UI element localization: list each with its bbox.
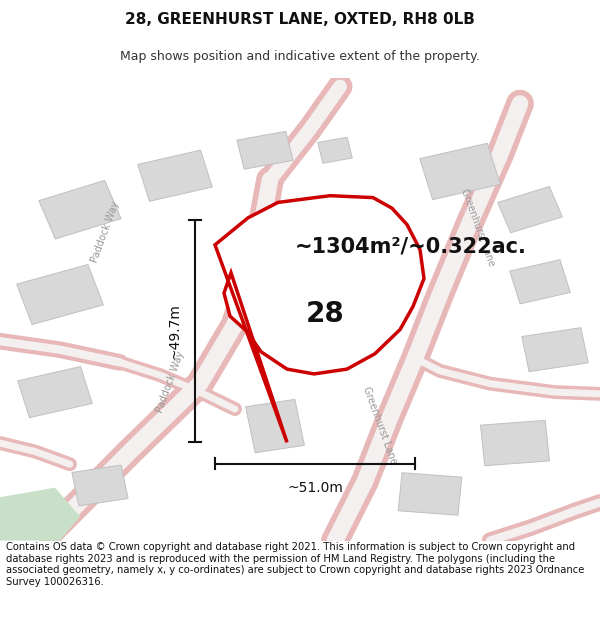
Polygon shape xyxy=(398,472,462,515)
Polygon shape xyxy=(278,242,342,329)
Polygon shape xyxy=(0,488,80,541)
Text: 28, GREENHURST LANE, OXTED, RH8 0LB: 28, GREENHURST LANE, OXTED, RH8 0LB xyxy=(125,12,475,27)
Polygon shape xyxy=(72,465,128,506)
Text: 28: 28 xyxy=(305,300,344,328)
Text: ~49.7m: ~49.7m xyxy=(168,303,182,359)
Polygon shape xyxy=(215,196,424,442)
Polygon shape xyxy=(481,421,550,466)
Polygon shape xyxy=(318,138,352,163)
Text: Paddock Way: Paddock Way xyxy=(89,200,121,264)
Text: ~1304m²/~0.322ac.: ~1304m²/~0.322ac. xyxy=(295,237,527,257)
Text: Paddock Way: Paddock Way xyxy=(154,349,186,414)
Polygon shape xyxy=(245,399,304,452)
Polygon shape xyxy=(138,150,212,201)
Text: Map shows position and indicative extent of the property.: Map shows position and indicative extent… xyxy=(120,50,480,62)
Polygon shape xyxy=(420,143,500,199)
Text: Greenhurst Lane: Greenhurst Lane xyxy=(361,385,398,465)
Polygon shape xyxy=(237,131,293,169)
Polygon shape xyxy=(18,366,92,418)
Text: Contains OS data © Crown copyright and database right 2021. This information is : Contains OS data © Crown copyright and d… xyxy=(6,542,584,587)
Text: Greenhurst Lane: Greenhurst Lane xyxy=(460,188,497,268)
Text: ~51.0m: ~51.0m xyxy=(287,481,343,494)
Polygon shape xyxy=(522,328,588,372)
Polygon shape xyxy=(17,264,103,324)
Polygon shape xyxy=(39,181,121,239)
Polygon shape xyxy=(497,186,562,232)
Polygon shape xyxy=(510,260,570,304)
